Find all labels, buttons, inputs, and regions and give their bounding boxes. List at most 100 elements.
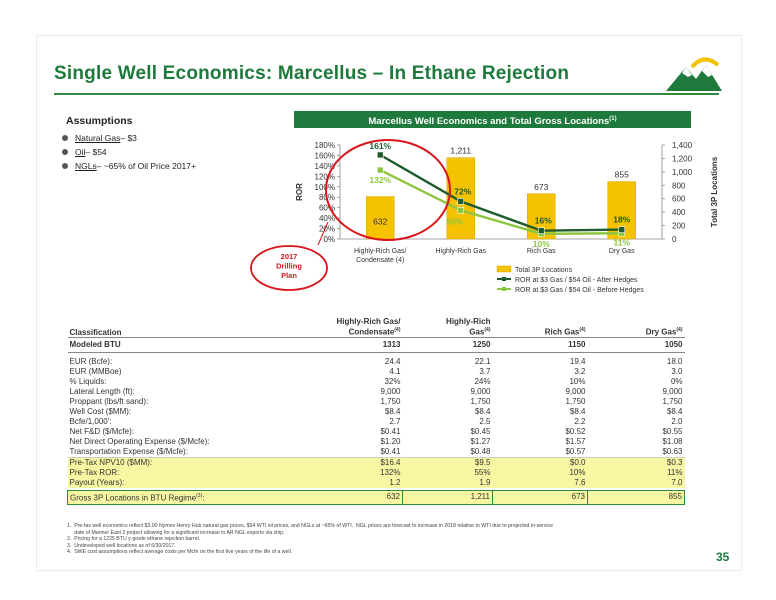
table-cell: 2.2 xyxy=(574,417,586,426)
table-cell: $0.52 xyxy=(565,427,586,436)
assumptions-heading: Assumptions xyxy=(66,115,133,127)
table-row: Proppant (lbs/ft sand): 1,750 1,750 1,750 1,… xyxy=(68,397,685,407)
x-tick-label: Highly-Rich Gas/ xyxy=(354,248,407,255)
row-label: Gross 3P Locations in BTU Regime(3): xyxy=(67,490,303,505)
legend-label: ROR at $3 Gas / $54 Oil - Before Hedges xyxy=(515,287,644,294)
table-cell: 1.9 xyxy=(402,478,493,488)
table-cell: 3.2 xyxy=(574,367,586,376)
legend-marker-after-hedges xyxy=(502,277,506,281)
header-line: Dry Gas xyxy=(645,328,677,337)
table-cell: 18.0 xyxy=(666,357,683,366)
table-row-highlight: Payout (Years): 1.2 1.9 7.6 7.0 xyxy=(67,478,685,488)
legend-label: ROR at $3 Gas / $54 Oil - After Hedges xyxy=(515,277,638,284)
ror-after-label: 161% xyxy=(369,141,391,151)
table-header-row: Classification Highly-Rich Gas/Condensat… xyxy=(67,310,685,338)
assumption-label: NGLs xyxy=(75,161,97,171)
drilling-plan-text: 2017 xyxy=(281,252,298,261)
row-label: Transportation Expense ($/Mcfe): xyxy=(69,447,188,456)
table-cell: 1050 xyxy=(587,337,685,353)
table-cell: 24% xyxy=(474,377,491,386)
x-tick-label: Rich Gas xyxy=(527,248,556,255)
y2-tick-label: 1,200 xyxy=(672,154,693,163)
y-tick-label: 180% xyxy=(315,141,335,150)
table-row: Transportation Expense ($/Mcfe): $0.41 $0.… xyxy=(68,447,685,458)
table-cell: 1,750 xyxy=(380,397,401,406)
table-cell: $0.41 xyxy=(380,447,401,456)
drilling-plan-callout xyxy=(250,245,328,291)
row-label-suffix: : xyxy=(202,493,205,503)
page-number: 35 xyxy=(716,550,730,564)
drilling-plan-text: Drilling xyxy=(276,262,302,271)
table-cell: 10% xyxy=(492,468,588,478)
ror-after-label: 18% xyxy=(613,215,630,225)
bar-value-label: 673 xyxy=(534,182,548,192)
row-label: % Liquids: xyxy=(69,377,107,386)
table-cell: 3.0 xyxy=(671,367,683,376)
table-row-highlight: Pre-Tax ROR: 132% 55% 10% 11% xyxy=(67,468,685,478)
table-row: Lateral Length (ft): 9,000 9,000 9,000 9,000 xyxy=(68,387,685,397)
table-cell: 9,000 xyxy=(470,387,491,396)
row-label: Lateral Length (ft): xyxy=(69,387,135,396)
header-col: Rich Gas(4) xyxy=(492,310,588,338)
table-cell: 2.0 xyxy=(671,417,683,426)
table-cell: 2.5 xyxy=(479,417,491,426)
y-tick-label: 120% xyxy=(315,172,335,181)
table-cell: 1,211 xyxy=(402,490,493,505)
marker-ror-after-hedges xyxy=(537,227,545,234)
table-cell: 4.1 xyxy=(389,367,401,376)
y-tick-label: 40% xyxy=(319,214,335,223)
table-cell: 1,750 xyxy=(565,397,586,406)
ror-before-label: 132% xyxy=(369,175,391,185)
assumptions-list: Natural Gas – $3 Oil – $54 NGLs – ~65% o… xyxy=(62,131,196,173)
y-tick-label: 20% xyxy=(319,225,335,234)
y2-tick-label: 0 xyxy=(672,235,677,244)
y2-tick-label: 400 xyxy=(672,208,686,217)
table-cell: $1.57 xyxy=(565,437,586,446)
callout-connector xyxy=(317,221,329,246)
y2-tick-label: 200 xyxy=(672,222,686,231)
footnote-line: 4. SWE cost assumptions reflect average … xyxy=(67,549,293,555)
x-tick-label: Dry Gas xyxy=(609,248,635,255)
row-label: Net Direct Operating Expense ($/Mcfe): xyxy=(69,437,210,446)
header-line: Highly-Rich Gas/ xyxy=(336,317,401,327)
table-cell: $8.4 xyxy=(384,407,401,416)
x-tick-label: Condensate (4) xyxy=(356,257,404,264)
assumption-value: – $54 xyxy=(85,147,107,157)
table-cell: $0.3 xyxy=(587,457,685,468)
y-tick-label: 140% xyxy=(315,162,335,171)
table-cell: 1150 xyxy=(492,337,588,353)
chart-banner-text: Marcellus Well Economics and Total Gross… xyxy=(368,116,610,128)
footnote-line: 3. Undeveloped well locations as of 6/30… xyxy=(67,542,176,549)
y-tick-label: 100% xyxy=(315,183,335,192)
table-row-gross: Gross 3P Locations in BTU Regime(3): 632 1… xyxy=(67,490,685,505)
row-label: Proppant (lbs/ft sand): xyxy=(69,397,149,406)
chart-banner: Marcellus Well Economics and Total Gross… xyxy=(294,111,691,128)
row-label: Payout (Years): xyxy=(67,478,303,488)
table-cell: $8.4 xyxy=(666,407,683,416)
table-cell: $9.5 xyxy=(402,457,493,468)
table-cell: $0.41 xyxy=(380,427,401,436)
ror-after-label: 72% xyxy=(454,186,471,196)
footnote-line: 1. Pre-tax well economics reflect $3.00 … xyxy=(67,523,554,529)
footnote-line: date of Mariner East 2 project allowing … xyxy=(67,529,285,536)
table-cell: 11% xyxy=(587,468,685,478)
table-cell: $1.27 xyxy=(470,437,491,446)
line-ror-before-hedges xyxy=(379,168,622,235)
table-cell: 9,000 xyxy=(565,387,586,396)
row-label: EUR (MMBoe) xyxy=(69,367,122,376)
y2-tick-label: 600 xyxy=(672,195,686,204)
assumption-label: Natural Gas xyxy=(75,133,121,143)
table-row: % Liquids: 32% 24% 10% 0% xyxy=(68,377,685,387)
ror-before-label: 10% xyxy=(533,239,550,249)
legend-marker-before-hedges xyxy=(502,287,506,291)
row-label: Net F&D ($/Mcfe): xyxy=(69,427,134,436)
table-cell: $1.20 xyxy=(380,437,401,446)
footnote-line: 2. Pricing for a 1225 BTU y-grade ethane… xyxy=(67,536,201,542)
y2-tick-label: 800 xyxy=(672,181,686,190)
row-label-sup: (3) xyxy=(196,493,203,499)
row-label-text: Gross 3P Locations in BTU Regime xyxy=(70,493,197,503)
x-tick-label: Highly-Rich Gas xyxy=(435,248,486,255)
table-cell: 7.0 xyxy=(587,478,685,488)
assumption-value: – ~65% of Oil Price 2017+ xyxy=(96,161,196,171)
line-ror-after-hedges xyxy=(379,153,622,232)
